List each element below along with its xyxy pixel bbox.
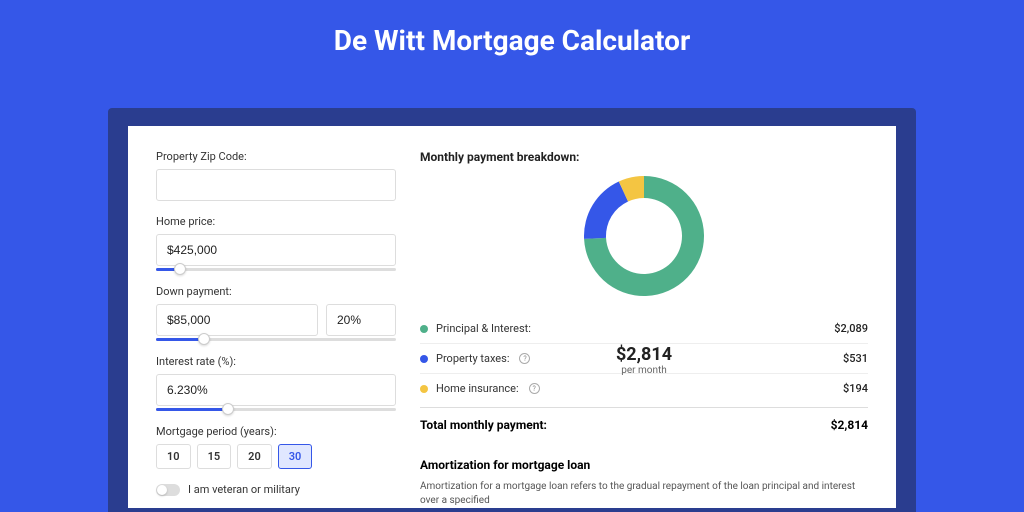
home-price-label: Home price: <box>156 215 396 228</box>
interest-slider-thumb[interactable] <box>222 403 234 415</box>
total-label: Total monthly payment: <box>420 418 547 432</box>
donut-amount: $2,814 <box>616 344 672 365</box>
period-label: Mortgage period (years): <box>156 425 396 438</box>
period-buttons: 10152030 <box>156 444 396 469</box>
legend-label: Principal & Interest: <box>436 322 531 335</box>
form-column: Property Zip Code: Home price: Down paym… <box>156 150 396 508</box>
legend-value: $531 <box>843 352 868 365</box>
zip-label: Property Zip Code: <box>156 150 396 163</box>
donut-svg <box>584 176 704 296</box>
home-price-slider[interactable] <box>156 268 396 271</box>
interest-group: Interest rate (%): <box>156 355 396 411</box>
down-payment-slider[interactable] <box>156 338 396 341</box>
total-value: $2,814 <box>831 418 868 432</box>
calculator-card: Property Zip Code: Home price: Down paym… <box>128 126 896 508</box>
down-payment-input[interactable] <box>156 304 318 336</box>
donut-slice-taxes <box>584 182 628 239</box>
interest-label: Interest rate (%): <box>156 355 396 368</box>
legend-value: $194 <box>843 382 868 395</box>
zip-input[interactable] <box>156 169 396 201</box>
breakdown-title: Monthly payment breakdown: <box>420 150 868 164</box>
period-button-30[interactable]: 30 <box>278 444 313 469</box>
info-icon[interactable]: ? <box>519 353 530 364</box>
home-price-group: Home price: <box>156 215 396 271</box>
home-price-input[interactable] <box>156 234 396 266</box>
veteran-toggle-row: I am veteran or military <box>156 483 396 496</box>
down-payment-group: Down payment: <box>156 285 396 341</box>
legend-dot <box>420 385 428 393</box>
period-button-20[interactable]: 20 <box>237 444 272 469</box>
veteran-toggle[interactable] <box>156 484 180 496</box>
down-payment-slider-fill <box>156 338 204 341</box>
donut-chart: $2,814 per month <box>420 176 868 296</box>
info-icon[interactable]: ? <box>529 383 540 394</box>
legend-label: Property taxes: <box>436 352 509 365</box>
interest-slider[interactable] <box>156 408 396 411</box>
interest-input[interactable] <box>156 374 396 406</box>
veteran-toggle-label: I am veteran or military <box>188 483 300 496</box>
interest-slider-fill <box>156 408 228 411</box>
legend-dot <box>420 355 428 363</box>
period-button-15[interactable]: 15 <box>197 444 232 469</box>
legend-value: $2,089 <box>834 322 868 335</box>
down-payment-slider-thumb[interactable] <box>198 333 210 345</box>
veteran-toggle-knob <box>157 485 167 495</box>
home-price-slider-thumb[interactable] <box>174 263 186 275</box>
page-title: De Witt Mortgage Calculator <box>0 0 1024 75</box>
amortization-title: Amortization for mortgage loan <box>420 458 868 472</box>
period-group: Mortgage period (years): 10152030 <box>156 425 396 469</box>
legend-label: Home insurance: <box>436 382 519 395</box>
zip-field-group: Property Zip Code: <box>156 150 396 201</box>
amortization-text: Amortization for a mortgage loan refers … <box>420 480 868 508</box>
down-payment-pct-input[interactable] <box>326 304 396 336</box>
donut-center: $2,814 per month <box>584 300 704 420</box>
period-button-10[interactable]: 10 <box>156 444 191 469</box>
donut-sub: per month <box>621 365 667 376</box>
down-payment-label: Down payment: <box>156 285 396 298</box>
breakdown-column: Monthly payment breakdown: $2,814 per mo… <box>420 150 868 508</box>
legend-dot <box>420 325 428 333</box>
